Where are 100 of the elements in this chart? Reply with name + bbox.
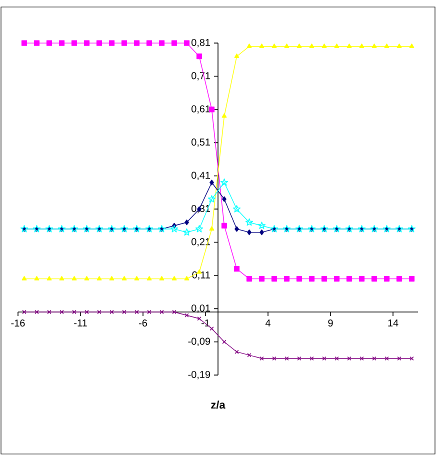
- x-tick-label: -11: [74, 320, 87, 326]
- point: [372, 44, 377, 48]
- point: [71, 40, 78, 46]
- point: [196, 54, 202, 60]
- point: [297, 356, 302, 361]
- y-tick-label: -0,09: [188, 338, 210, 346]
- point: [408, 276, 415, 282]
- point: [346, 276, 352, 282]
- point: [34, 276, 40, 280]
- point: [234, 350, 239, 354]
- point: [172, 276, 177, 280]
- point: [322, 44, 327, 48]
- point: [296, 44, 302, 48]
- point: [134, 310, 139, 314]
- point: [234, 226, 239, 232]
- point: [220, 178, 228, 186]
- point: [197, 316, 202, 321]
- point: [97, 310, 102, 314]
- point: [184, 313, 189, 318]
- point: [221, 222, 228, 228]
- point: [409, 44, 414, 48]
- point: [47, 310, 52, 314]
- point: [21, 40, 28, 46]
- point: [260, 230, 264, 236]
- point: [146, 40, 152, 46]
- point: [272, 44, 277, 48]
- point: [122, 276, 127, 280]
- point: [258, 276, 265, 282]
- point: [271, 276, 278, 282]
- point: [222, 196, 226, 202]
- point: [209, 226, 214, 231]
- point: [246, 44, 252, 48]
- point: [34, 40, 40, 46]
- point: [259, 44, 264, 48]
- point: [146, 276, 152, 280]
- point: [122, 310, 126, 314]
- point: [247, 353, 252, 358]
- point: [397, 356, 402, 361]
- point: [147, 310, 152, 314]
- point: [159, 276, 164, 280]
- point: [158, 40, 165, 46]
- point: [46, 276, 52, 280]
- point: [84, 276, 90, 280]
- point: [84, 310, 89, 314]
- point: [60, 310, 64, 314]
- x-axis-title: z/a: [211, 400, 226, 409]
- point: [272, 356, 276, 361]
- y-tick-label: 0,11: [192, 271, 210, 280]
- point: [284, 276, 290, 282]
- point: [322, 356, 326, 361]
- point: [258, 222, 266, 229]
- point: [184, 40, 190, 46]
- point: [172, 310, 176, 314]
- point: [84, 40, 90, 46]
- point: [360, 356, 364, 361]
- point: [210, 180, 214, 186]
- point: [384, 44, 390, 48]
- point: [245, 218, 254, 226]
- point: [321, 276, 328, 282]
- point: [384, 356, 389, 361]
- y-tick-label: 0,81: [191, 38, 210, 48]
- x-tick-label: -16: [11, 320, 25, 327]
- point: [308, 276, 315, 282]
- x-tick-label: 14: [388, 320, 398, 326]
- x-tick-label: 9: [328, 320, 333, 327]
- point: [170, 225, 178, 232]
- point: [232, 205, 241, 212]
- y-tick-label: 0,51: [191, 138, 210, 147]
- point: [284, 44, 290, 48]
- point: [109, 276, 114, 280]
- point: [34, 310, 39, 314]
- point: [260, 356, 264, 361]
- point: [184, 220, 189, 226]
- point: [396, 276, 402, 282]
- point: [372, 356, 376, 361]
- point: [46, 40, 52, 46]
- point: [58, 40, 65, 46]
- point: [208, 195, 216, 202]
- y-tick-label: 0,01: [191, 304, 210, 313]
- point: [234, 266, 240, 272]
- point: [72, 276, 77, 280]
- point: [96, 276, 102, 280]
- point: [108, 40, 115, 46]
- y-tick-label: -0,19: [188, 370, 210, 380]
- point: [247, 230, 252, 236]
- point: [334, 44, 340, 48]
- point: [222, 340, 226, 344]
- point: [284, 356, 289, 361]
- point: [396, 44, 402, 48]
- point: [384, 276, 390, 282]
- x-tick-label: 4: [265, 320, 270, 326]
- point: [346, 44, 352, 48]
- point: [184, 276, 190, 280]
- point: [371, 276, 378, 282]
- point: [210, 326, 214, 331]
- point: [358, 276, 365, 282]
- y-tick-label: 0,41: [191, 172, 210, 180]
- point: [334, 356, 339, 361]
- point: [22, 276, 27, 280]
- point: [310, 356, 314, 361]
